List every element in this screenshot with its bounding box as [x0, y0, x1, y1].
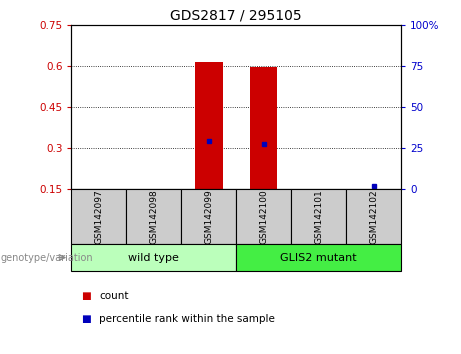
Text: ■: ■ [81, 314, 90, 324]
Bar [71, 189, 126, 244]
Bar [291, 189, 346, 244]
Text: count: count [99, 291, 129, 301]
Text: GSM142100: GSM142100 [259, 189, 268, 244]
Text: GSM142098: GSM142098 [149, 189, 159, 244]
Bar [236, 244, 401, 271]
Bar [250, 67, 278, 189]
Text: wild type: wild type [129, 252, 179, 263]
Text: genotype/variation: genotype/variation [1, 252, 94, 263]
Bar [71, 244, 236, 271]
Bar [181, 189, 236, 244]
Bar [126, 189, 181, 244]
Bar [346, 189, 401, 244]
Text: GSM142099: GSM142099 [204, 189, 213, 244]
Text: GSM142097: GSM142097 [95, 189, 103, 244]
Text: percentile rank within the sample: percentile rank within the sample [99, 314, 275, 324]
Bar [236, 189, 291, 244]
Bar [195, 62, 223, 189]
Text: ■: ■ [81, 291, 90, 301]
Text: GSM142101: GSM142101 [314, 189, 323, 244]
Text: GLIS2 mutant: GLIS2 mutant [280, 252, 357, 263]
Title: GDS2817 / 295105: GDS2817 / 295105 [171, 8, 302, 22]
Text: GSM142102: GSM142102 [369, 189, 378, 244]
